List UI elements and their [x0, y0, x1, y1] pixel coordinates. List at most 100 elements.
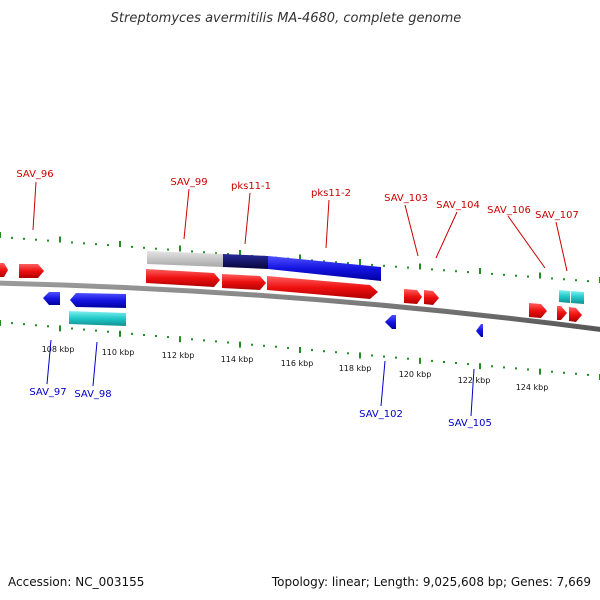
scale-tick-label: 120 kbp	[399, 370, 432, 379]
scale-dot	[503, 366, 505, 369]
label-leader	[244, 192, 251, 245]
scale-tick-label: 108 kbp	[42, 345, 75, 354]
scale-dot	[527, 368, 529, 371]
scale-dot	[35, 324, 37, 327]
scale-dot	[515, 367, 517, 370]
rna-gene-box[interactable]	[571, 291, 584, 304]
label-leader	[183, 188, 190, 240]
reverse-labels: SAV_97 SAV_98 SAV_102 SAV_105	[29, 339, 492, 429]
gene-label-sav-106[interactable]: SAV_106	[487, 205, 531, 216]
map-title: Streptomyces avermitilis MA-4680, comple…	[111, 11, 462, 26]
scale-tick-major	[0, 320, 1, 326]
label-leader	[380, 360, 386, 407]
scale-tick-major	[179, 245, 181, 252]
scale-tick-label: 116 kbp	[281, 359, 314, 368]
scale-dot	[263, 344, 265, 347]
scale-dot	[587, 280, 589, 283]
scale-dot	[371, 263, 373, 266]
scale-tick-label: 110 kbp	[102, 348, 135, 357]
scale-dot	[587, 373, 589, 376]
forward-gene-arrow[interactable]	[222, 274, 266, 290]
scale-dot	[575, 279, 577, 282]
scale-dot	[431, 359, 433, 362]
scale-tick-major	[479, 268, 481, 274]
scale-dot	[131, 332, 133, 335]
scale-dot	[347, 352, 349, 355]
reverse-gene-arrow[interactable]	[476, 324, 483, 337]
scale-tick-major	[359, 352, 361, 359]
scale-dot	[527, 275, 529, 278]
topology-text: Topology: linear; Length: 9,025,608 bp; …	[271, 575, 591, 589]
gene-label-pks11-1[interactable]: pks11-1	[231, 181, 271, 192]
scale-dot	[203, 339, 205, 342]
scale-dot	[131, 245, 133, 248]
forward-gene-arrow[interactable]	[404, 289, 422, 304]
forward-gene-arrow[interactable]	[569, 307, 582, 322]
scale-dot	[215, 340, 217, 343]
pks-cluster-bar	[147, 251, 381, 281]
scale-labels: 108 kbp 110 kbp 112 kbp 114 kbp 116 kbp …	[42, 345, 549, 392]
label-leader	[435, 211, 458, 259]
reverse-gene-arrow[interactable]	[70, 293, 126, 308]
rna-gene-box[interactable]	[69, 311, 126, 326]
scale-dot	[431, 268, 433, 271]
scale-tick-major	[0, 232, 1, 238]
gene-label-sav-97[interactable]: SAV_97	[29, 387, 66, 398]
rna-gene-box[interactable]	[559, 290, 570, 303]
scale-dot	[191, 250, 193, 253]
gene-label-sav-107[interactable]: SAV_107	[535, 210, 579, 221]
scale-dot	[95, 329, 97, 332]
forward-gene-arrow[interactable]	[424, 290, 439, 305]
forward-gene-arrow[interactable]	[529, 303, 547, 318]
forward-gene-arrow[interactable]	[0, 263, 8, 277]
scale-dot	[191, 338, 193, 341]
scale-dot	[563, 371, 565, 374]
scale-dot	[347, 262, 349, 265]
cluster-segment-light	[147, 251, 223, 267]
gene-label-sav-102[interactable]: SAV_102	[359, 409, 403, 420]
scale-dot	[83, 328, 85, 331]
scale-dot	[467, 271, 469, 274]
reverse-gene-arrow[interactable]	[385, 315, 396, 329]
scale-dot	[335, 351, 337, 354]
scale-dot	[371, 354, 373, 357]
forward-gene-arrow[interactable]	[146, 269, 220, 287]
gene-label-sav-103[interactable]: SAV_103	[384, 193, 428, 204]
forward-labels: SAV_96 SAV_99 pks11-1 pks11-2 SAV_103 SA…	[16, 169, 579, 272]
scale-tick-major	[539, 368, 541, 375]
scale-dot	[227, 341, 229, 344]
forward-gene-arrow[interactable]	[557, 306, 567, 320]
scale-dot	[455, 362, 457, 364]
forward-gene-arrow[interactable]	[267, 276, 378, 299]
gene-label-sav-104[interactable]: SAV_104	[436, 200, 480, 211]
label-leader	[470, 368, 475, 417]
forward-genes	[0, 263, 582, 322]
rna-genes	[69, 290, 584, 326]
scale-dot	[11, 322, 13, 325]
scale-dot	[23, 237, 25, 240]
scale-tick-major	[419, 357, 421, 364]
scale-dot	[71, 241, 73, 244]
gene-label-sav-96[interactable]: SAV_96	[16, 169, 53, 180]
accession-text: Accession: NC_003155	[8, 575, 144, 589]
gene-label-sav-105[interactable]: SAV_105	[448, 418, 492, 429]
scale-dot	[503, 273, 505, 276]
scale-dot	[311, 349, 313, 352]
scale-dot	[383, 355, 385, 358]
cluster-segment-blue	[268, 256, 381, 281]
label-leader	[507, 215, 546, 269]
scale-dot	[71, 327, 73, 330]
scale-dot	[335, 261, 337, 264]
gene-label-sav-99[interactable]: SAV_99	[170, 177, 207, 188]
scale-tick-major	[239, 250, 241, 256]
scale-tick-label: 124 kbp	[516, 383, 549, 392]
scale-dot	[515, 274, 517, 277]
genome-backbone	[0, 280, 600, 332]
scale-dot	[491, 272, 493, 275]
reverse-gene-arrow[interactable]	[43, 292, 60, 305]
scale-dot	[491, 365, 493, 368]
gene-label-sav-98[interactable]: SAV_98	[74, 389, 111, 400]
gene-label-pks11-2[interactable]: pks11-2	[311, 188, 351, 199]
scale-tick-major	[419, 263, 421, 270]
forward-gene-arrow[interactable]	[19, 264, 44, 278]
